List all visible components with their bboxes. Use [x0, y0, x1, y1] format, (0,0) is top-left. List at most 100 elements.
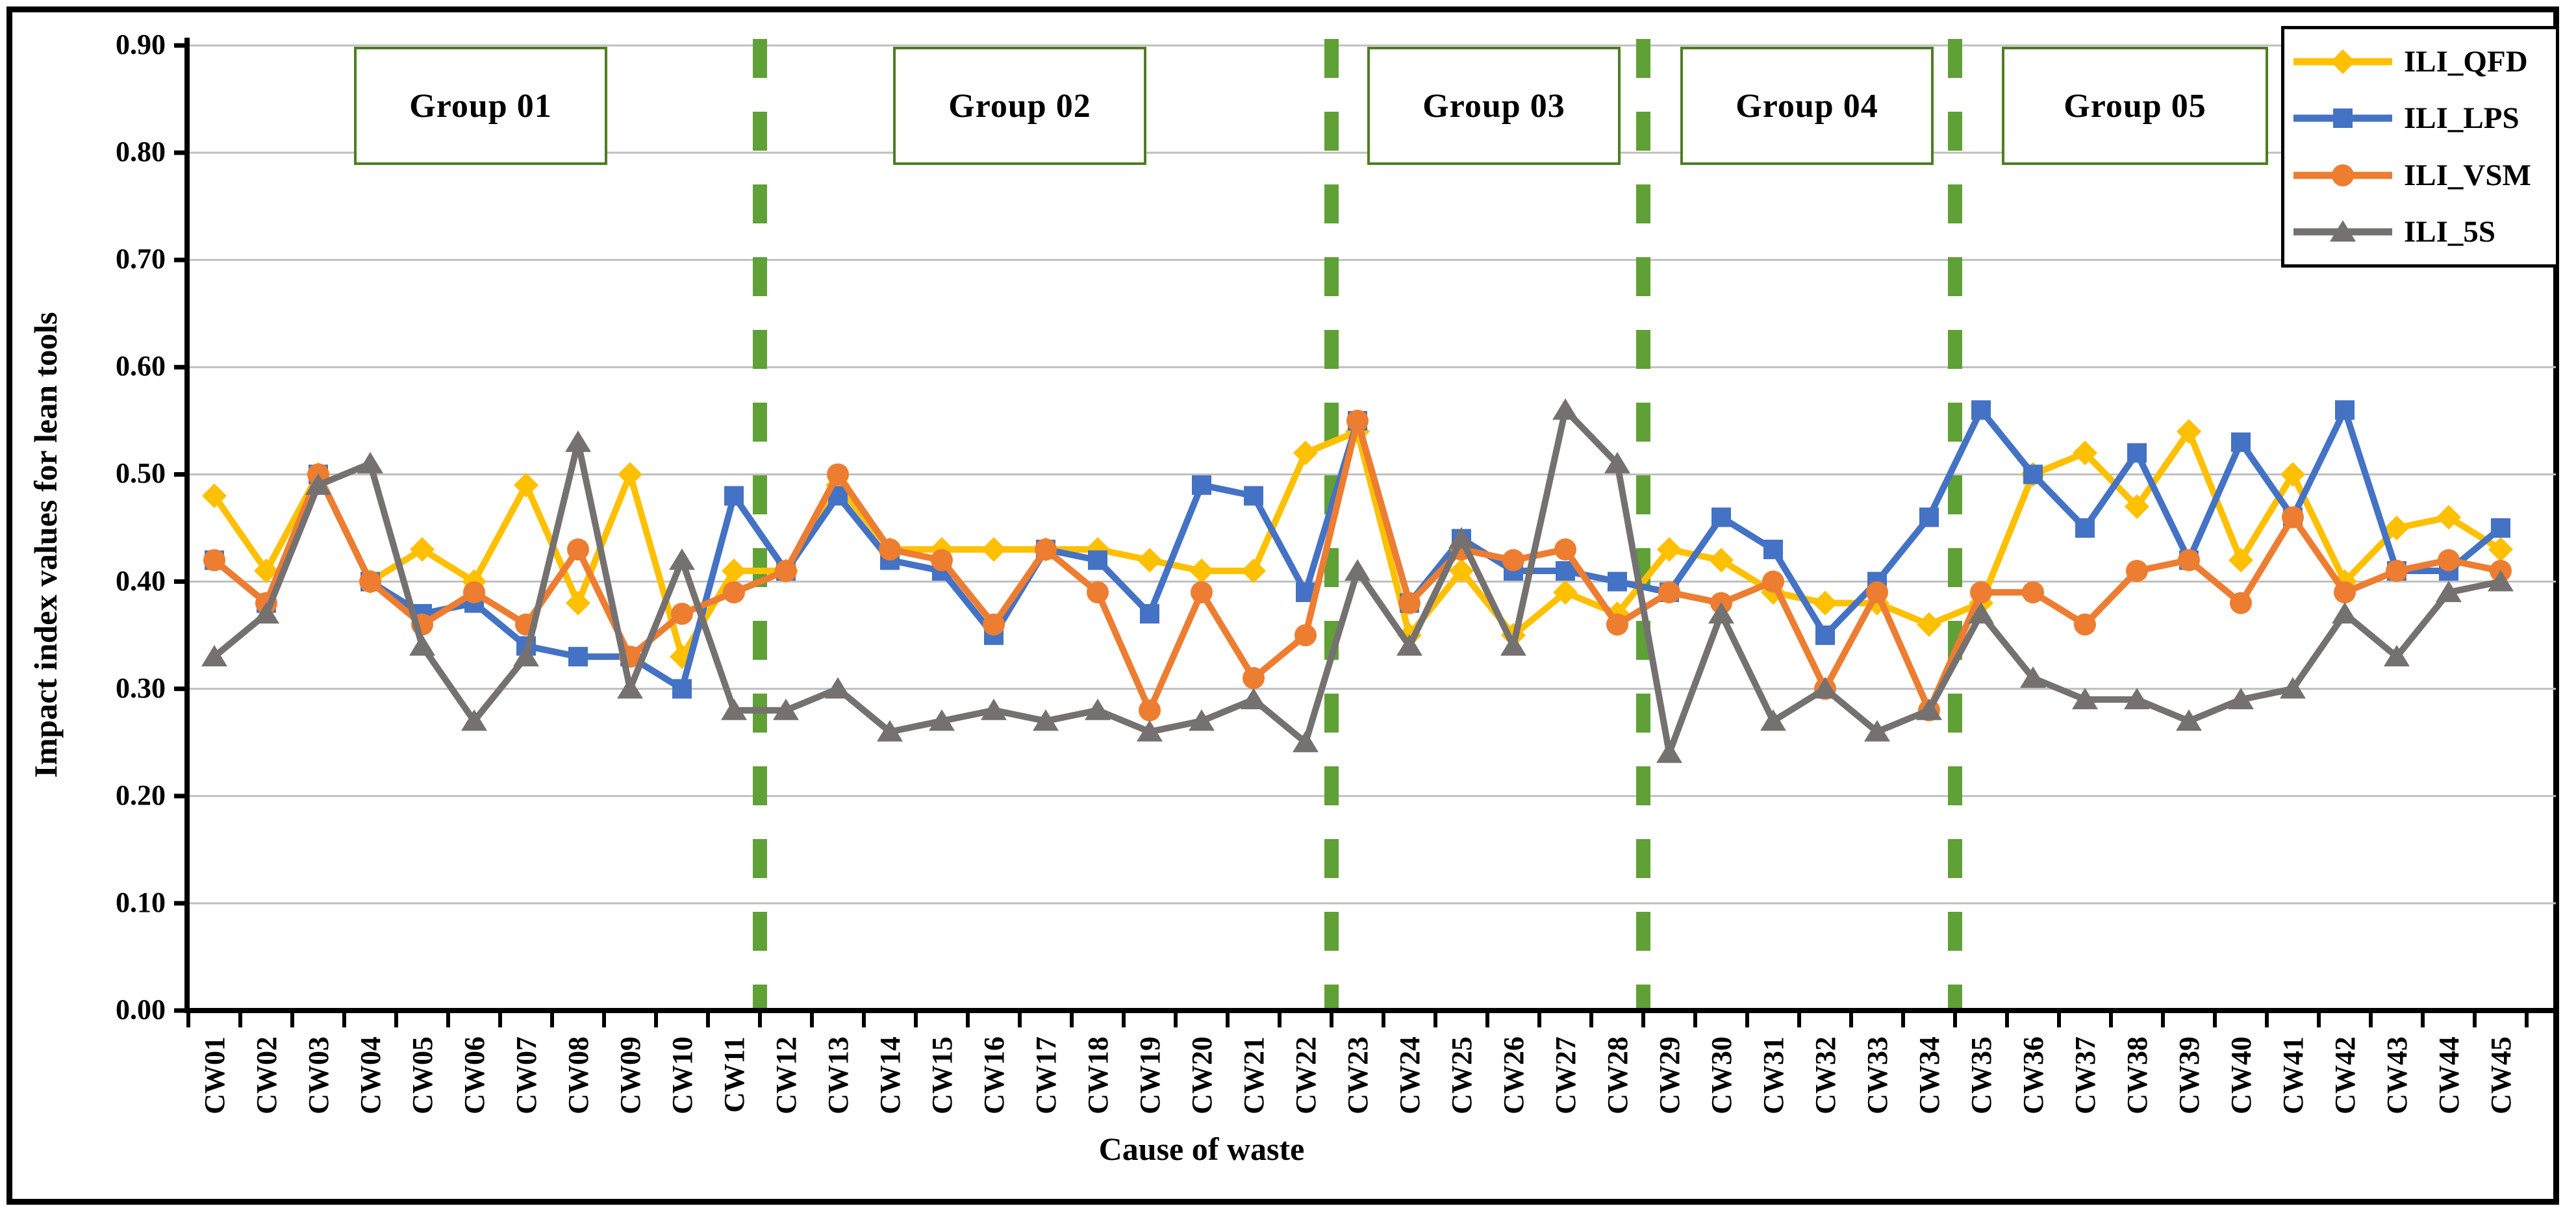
x-axis-category-label: CW09	[614, 1037, 646, 1114]
circle-marker	[2178, 549, 2200, 572]
circle-marker	[1139, 699, 1161, 722]
triangle-marker	[617, 677, 643, 699]
circle-marker	[203, 549, 225, 572]
diamond-marker	[2436, 505, 2461, 530]
circle-marker	[463, 581, 485, 604]
diamond-marker	[2229, 547, 2253, 573]
triangle-marker	[2072, 688, 2098, 710]
diamond-marker	[2384, 516, 2409, 540]
diamond-marker	[514, 472, 538, 497]
y-axis-tick-label: 0.80	[116, 136, 166, 168]
legend: ILI_QFD ILI_LPS ILI_VSM ILI_5S	[2281, 26, 2559, 268]
group-box-4: Group 04	[1680, 47, 1934, 165]
group-box-5: Group 05	[2002, 47, 2268, 165]
x-axis-category-label: CW27	[1550, 1037, 1582, 1114]
legend-marker-circle-icon	[2293, 164, 2392, 186]
legend-label: ILI_VSM	[2404, 158, 2531, 192]
triangle-marker	[877, 720, 903, 742]
x-axis-category-label: CW20	[1186, 1037, 1218, 1114]
triangle-marker	[1864, 720, 1890, 742]
diamond-marker	[1241, 559, 1266, 584]
x-axis-category-label: CW23	[1342, 1037, 1374, 1114]
legend-marker-triangle-icon	[2293, 220, 2392, 242]
circle-marker	[2282, 506, 2304, 529]
triangle-marker	[1189, 709, 1215, 731]
diamond-marker	[410, 537, 435, 562]
circle-marker	[1970, 581, 1992, 604]
group-box-3: Group 03	[1367, 47, 1621, 165]
diamond-marker	[202, 483, 227, 509]
x-axis-category-label: CW40	[2225, 1037, 2257, 1114]
circle-marker	[2126, 560, 2148, 583]
triangle-marker	[305, 473, 331, 495]
x-axis-category-label: CW19	[1134, 1037, 1166, 1114]
circle-marker	[359, 570, 381, 593]
circle-marker	[723, 581, 745, 604]
x-axis-category-label: CW36	[2017, 1037, 2049, 1114]
square-marker	[2491, 518, 2510, 538]
triangle-marker	[2436, 581, 2462, 603]
circle-marker	[2074, 613, 2096, 636]
x-axis-category-label: CW07	[511, 1037, 542, 1114]
x-axis-category-label: CW25	[1446, 1037, 1478, 1114]
diamond-marker	[2488, 537, 2513, 562]
x-axis-category-label: CW29	[1654, 1037, 1686, 1114]
triangle-marker	[1085, 698, 1111, 720]
x-axis-category-label: CW04	[355, 1037, 386, 1114]
x-axis-category-label: CW13	[822, 1037, 854, 1114]
circle-marker	[879, 538, 901, 561]
diamond-marker	[254, 559, 279, 584]
diamond-marker	[2073, 440, 2097, 466]
triangle-marker	[1968, 602, 1994, 624]
diamond-marker	[1293, 440, 1318, 466]
triangle-marker	[1812, 677, 1838, 699]
square-marker	[1244, 486, 1263, 506]
triangle-marker	[721, 698, 747, 720]
legend-item-ili_lps: ILI_LPS	[2291, 91, 2549, 145]
circle-marker	[1087, 581, 1109, 604]
circle-marker	[1294, 624, 1317, 647]
triangle-marker	[825, 677, 851, 699]
circle-marker	[1191, 581, 1213, 604]
triangle-marker	[357, 451, 383, 473]
circle-marker	[1554, 538, 1576, 561]
triangle-marker	[1345, 559, 1370, 581]
circle-marker	[1866, 581, 1888, 604]
legend-item-ili_vsm: ILI_VSM	[2291, 148, 2549, 203]
triangle-marker	[1916, 698, 1942, 720]
diamond-marker	[1917, 612, 1941, 637]
triangle-marker	[2228, 688, 2254, 710]
y-axis-tick-label: 0.70	[116, 243, 166, 275]
triangle-marker	[929, 709, 955, 731]
x-axis-category-label: CW02	[251, 1037, 283, 1114]
triangle-marker	[1604, 451, 1630, 473]
y-axis-tick-label: 0.00	[116, 994, 166, 1025]
x-axis-category-label: CW15	[926, 1037, 958, 1114]
triangle-marker	[1448, 527, 1474, 549]
square-marker	[1192, 475, 1211, 495]
y-axis-tick-label: 0.90	[116, 29, 166, 60]
x-axis-category-label: CW26	[1498, 1037, 1530, 1114]
x-axis-category-label: CW05	[407, 1037, 438, 1114]
x-axis-category-label: CW01	[199, 1037, 231, 1114]
diamond-marker	[1189, 559, 1214, 584]
x-axis-category-label: CW21	[1238, 1037, 1270, 1114]
circle-marker	[1606, 613, 1628, 636]
y-axis-title: Impact index values for lean tools	[27, 312, 64, 778]
triangle-marker	[2020, 666, 2046, 688]
circle-marker	[1346, 409, 1369, 432]
x-axis-category-label: CW17	[1030, 1037, 1062, 1114]
square-marker	[1711, 507, 1731, 527]
group-box-1: Group 01	[354, 47, 607, 165]
legend-item-ili_qfd: ILI_QFD	[2291, 34, 2549, 89]
legend-label: ILI_QFD	[2404, 44, 2528, 79]
circle-marker	[2230, 592, 2252, 614]
legend-marker-diamond-icon	[2293, 49, 2392, 74]
circle-marker	[2022, 581, 2044, 604]
triangle-marker	[1293, 731, 1319, 753]
x-axis-category-label: CW22	[1290, 1037, 1322, 1114]
x-axis-category-label: CW08	[562, 1037, 594, 1114]
triangle-marker	[2384, 645, 2410, 667]
